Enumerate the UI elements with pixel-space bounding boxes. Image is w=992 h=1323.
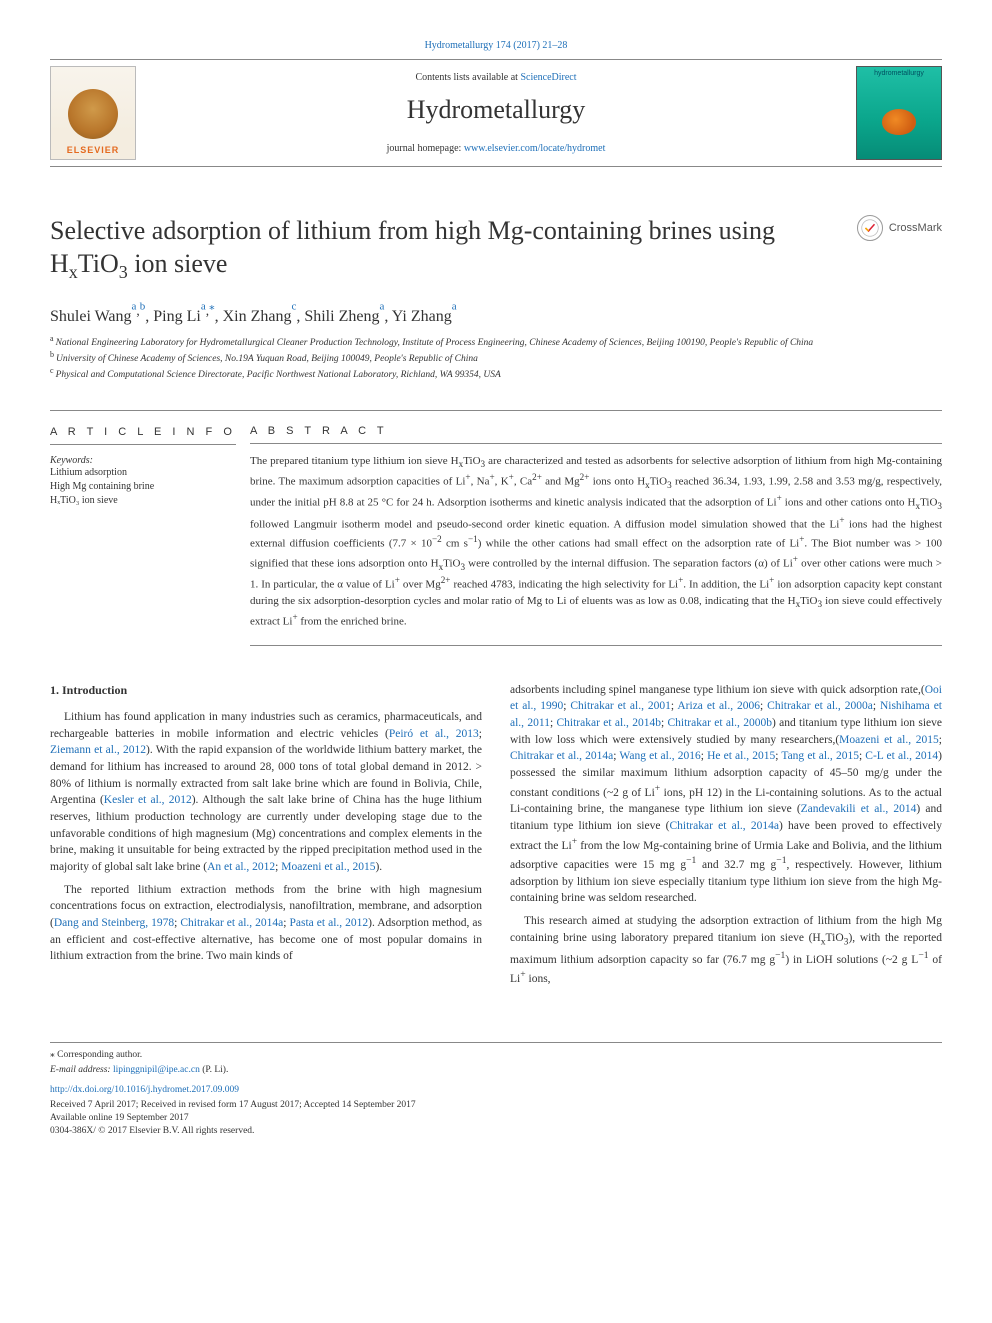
- corresponding-note: ⁎ Corresponding author.: [50, 1049, 942, 1062]
- copyright-line: 0304-386X/ © 2017 Elsevier B.V. All righ…: [50, 1125, 942, 1138]
- body-left-text: Lithium has found application in many in…: [50, 709, 482, 965]
- elsevier-brand: ELSEVIER: [67, 145, 120, 155]
- body-col-right: adsorbents including spinel manganese ty…: [510, 682, 942, 994]
- doi-link[interactable]: http://dx.doi.org/10.1016/j.hydromet.201…: [50, 1084, 942, 1097]
- sciencedirect-link[interactable]: ScienceDirect: [520, 72, 576, 83]
- journal-cover-thumb: hydrometallurgy: [856, 66, 942, 160]
- keywords-list: Lithium adsorptionHigh Mg containing bri…: [50, 466, 236, 508]
- crossmark-label: CrossMark: [889, 222, 942, 234]
- body-col-left: 1. Introduction Lithium has found applic…: [50, 682, 482, 994]
- elsevier-logo: ELSEVIER: [50, 66, 136, 160]
- article-info-column: A R T I C L E I N F O Keywords: Lithium …: [50, 411, 250, 646]
- journal-cover-label: hydrometallurgy: [857, 70, 941, 77]
- contents-lists-line: Contents lists available at ScienceDirec…: [150, 72, 842, 83]
- email-attrib: (P. Li).: [200, 1065, 229, 1075]
- issue-citation-link[interactable]: Hydrometallurgy 174 (2017) 21–28: [425, 40, 568, 51]
- keyword-item: HₓTiO₃ ion sieve: [50, 494, 236, 508]
- abstract-text: The prepared titanium type lithium ion s…: [250, 454, 942, 631]
- body-right-text: adsorbents including spinel manganese ty…: [510, 682, 942, 988]
- keywords-label: Keywords:: [50, 455, 236, 466]
- article-dates: Received 7 April 2017; Received in revis…: [50, 1099, 942, 1112]
- crossmark-badge[interactable]: CrossMark: [857, 215, 942, 241]
- article-info-head: A R T I C L E I N F O: [50, 426, 236, 445]
- elsevier-tree-icon: [68, 89, 118, 139]
- crossmark-icon: [857, 215, 883, 241]
- journal-header: ELSEVIER Contents lists available at Sci…: [50, 59, 942, 167]
- journal-homepage-link[interactable]: www.elsevier.com/locate/hydromet: [464, 143, 606, 154]
- contents-prefix: Contents lists available at: [415, 72, 520, 83]
- journal-header-center: Contents lists available at ScienceDirec…: [150, 72, 842, 154]
- affiliations: aNational Engineering Laboratory for Hyd…: [50, 334, 942, 382]
- email-line: E-mail address: lipinggnipil@ipe.ac.cn (…: [50, 1064, 942, 1077]
- keyword-item: Lithium adsorption: [50, 466, 236, 480]
- homepage-prefix: journal homepage:: [387, 143, 464, 154]
- section-1-head: 1. Introduction: [50, 682, 482, 699]
- page-footer: ⁎ Corresponding author. E-mail address: …: [50, 1042, 942, 1138]
- article-title: Selective adsorption of lithium from hig…: [50, 215, 837, 283]
- journal-homepage-line: journal homepage: www.elsevier.com/locat…: [150, 143, 842, 154]
- email-label: E-mail address:: [50, 1065, 111, 1075]
- abstract-column: A B S T R A C T The prepared titanium ty…: [250, 411, 942, 646]
- abstract-head: A B S T R A C T: [250, 425, 942, 444]
- journal-name: Hydrometallurgy: [150, 95, 842, 125]
- body-columns: 1. Introduction Lithium has found applic…: [50, 682, 942, 994]
- issue-citation: Hydrometallurgy 174 (2017) 21–28: [50, 40, 942, 51]
- available-online: Available online 19 September 2017: [50, 1112, 942, 1125]
- keyword-item: High Mg containing brine: [50, 480, 236, 494]
- authors-line: Shulei Wanga,b, Ping Lia,⁎, Xin Zhangc, …: [50, 299, 942, 326]
- corresponding-email[interactable]: lipinggnipil@ipe.ac.cn: [113, 1065, 200, 1075]
